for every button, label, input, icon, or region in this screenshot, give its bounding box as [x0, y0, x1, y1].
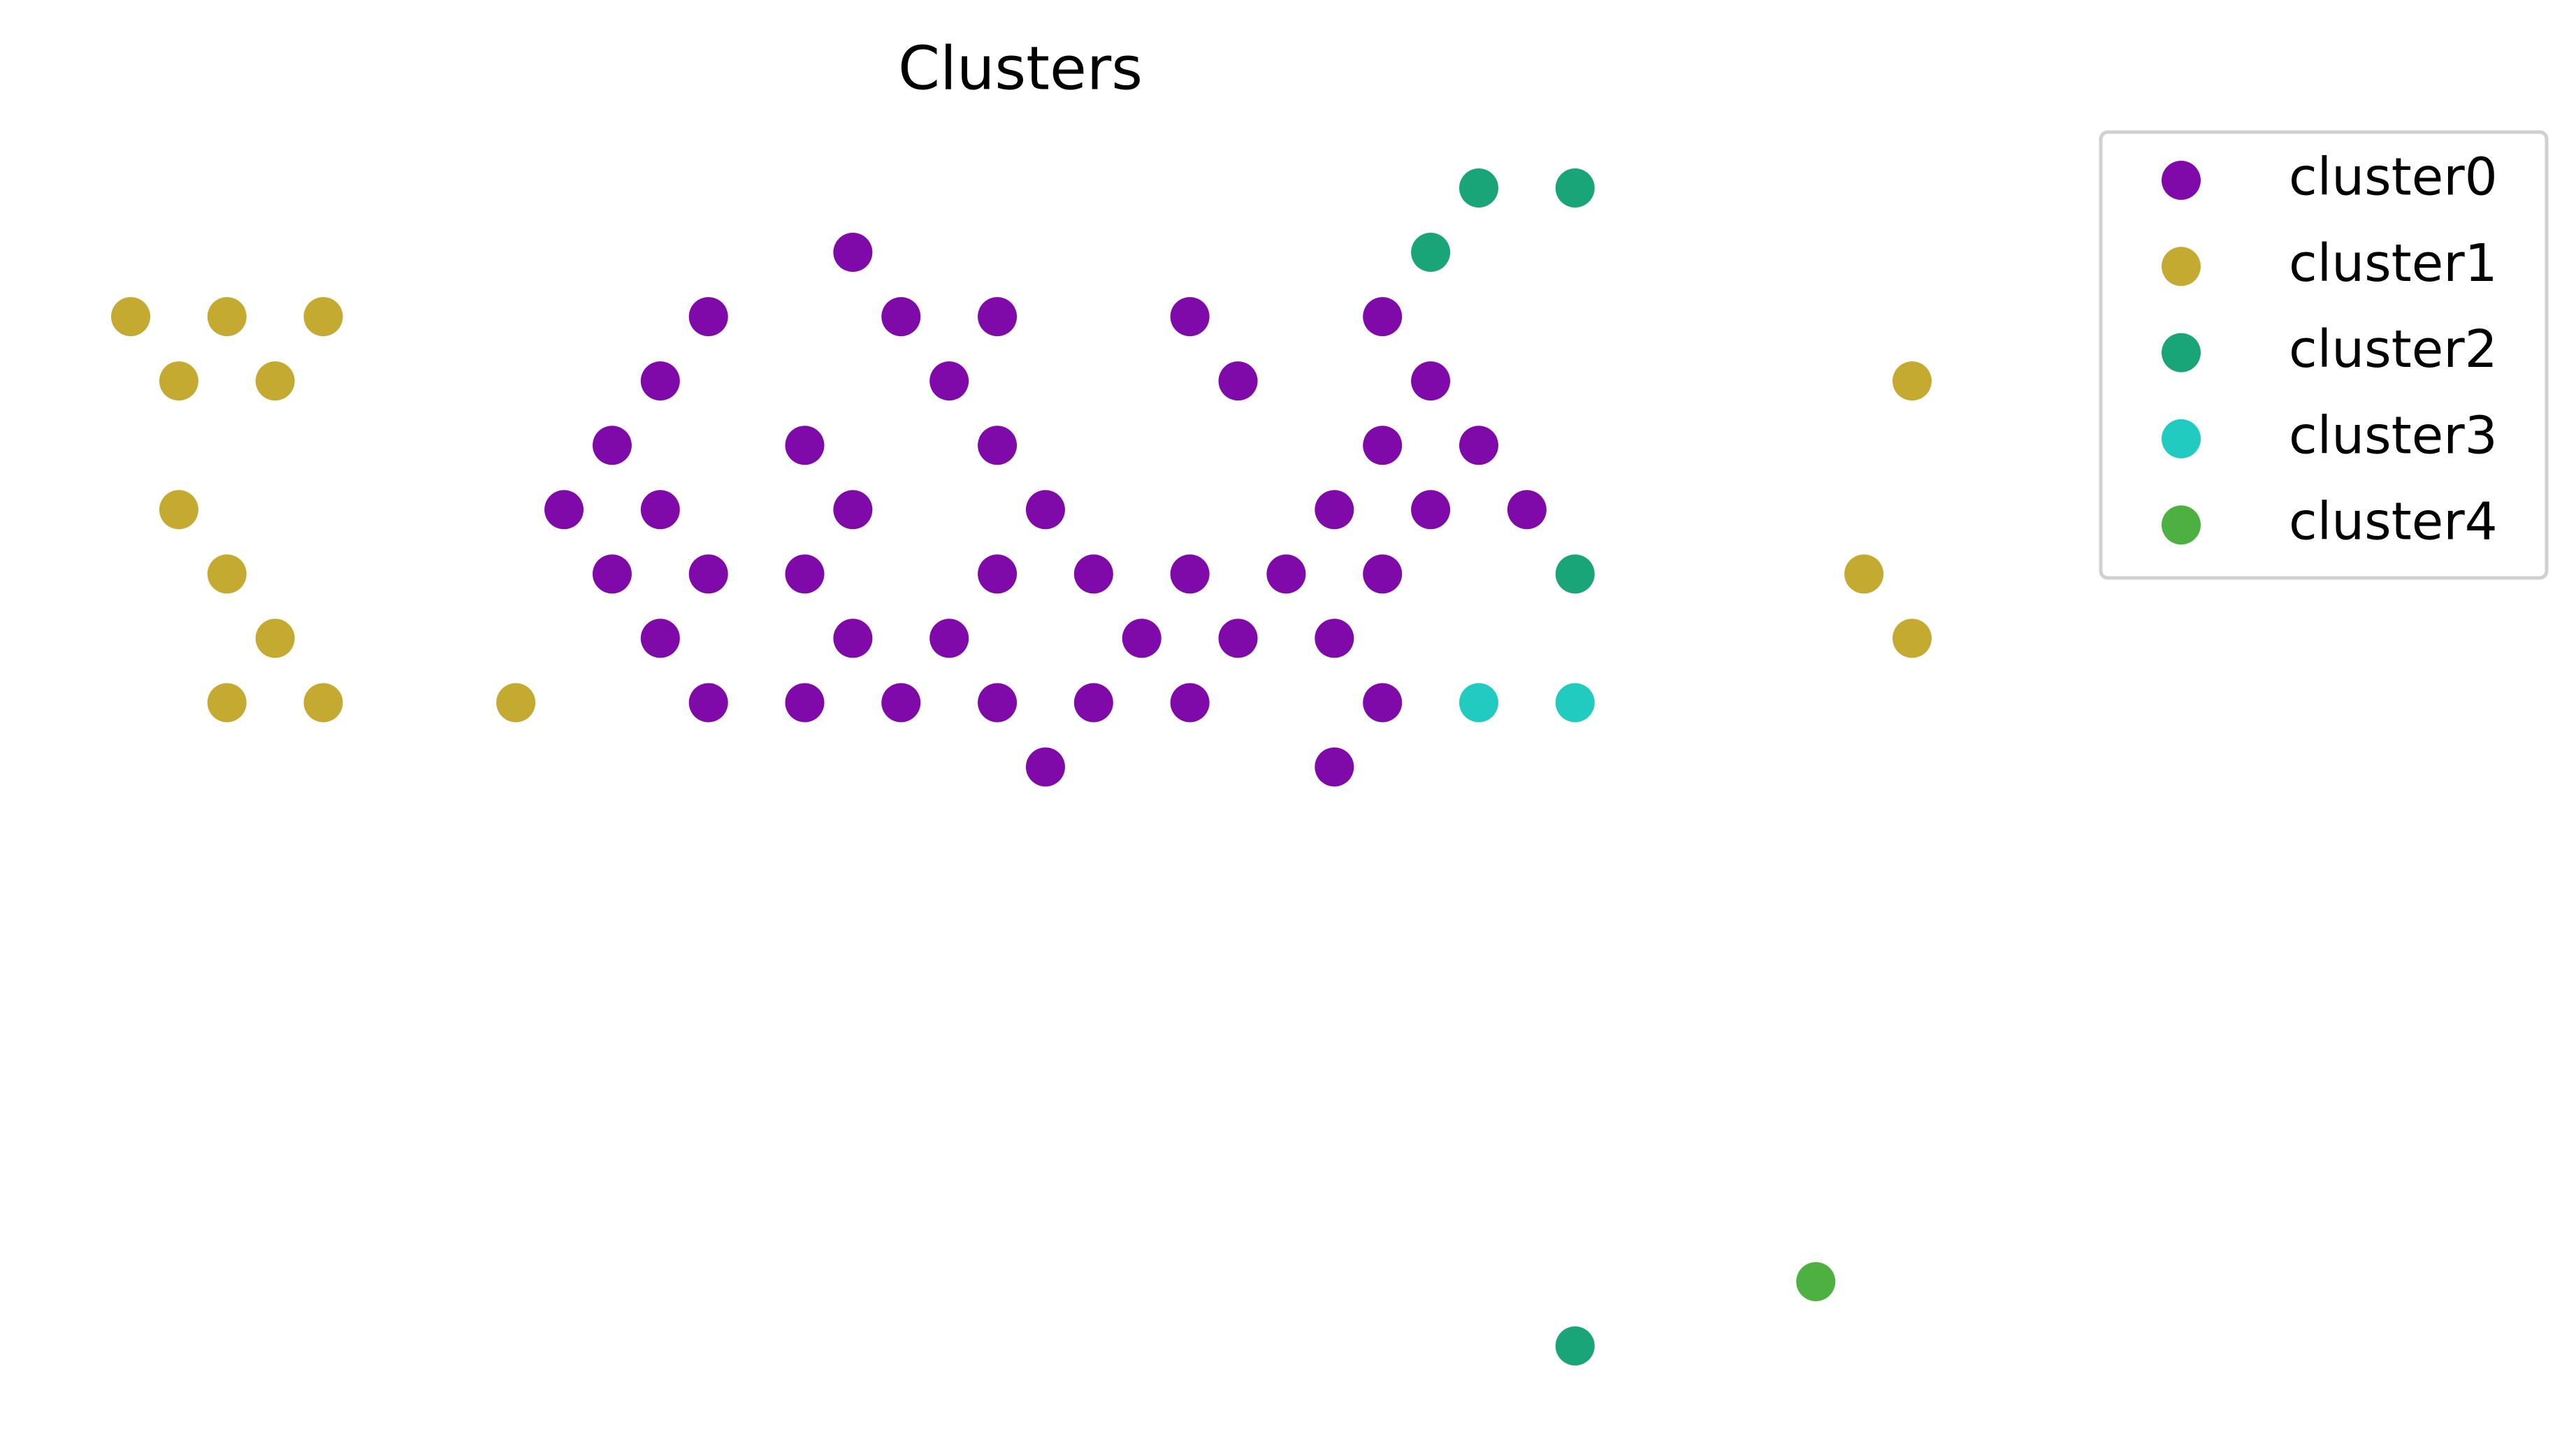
- point: [833, 618, 873, 658]
- legend-label: cluster3: [2289, 405, 2498, 465]
- legend-marker: [2162, 161, 2201, 200]
- point: [159, 490, 198, 530]
- point: [1411, 233, 1451, 273]
- point: [592, 554, 632, 594]
- point: [833, 233, 873, 273]
- chart-title: Clusters: [898, 34, 1143, 103]
- point: [207, 297, 247, 337]
- point: [1170, 554, 1210, 594]
- point: [255, 361, 295, 401]
- point: [881, 297, 921, 337]
- point: [544, 490, 584, 530]
- legend-box: [2099, 130, 2549, 580]
- legend-marker: [2162, 333, 2201, 372]
- point: [1555, 168, 1595, 208]
- point: [785, 683, 825, 723]
- point: [1363, 554, 1403, 594]
- point: [1218, 618, 1258, 658]
- point: [833, 490, 873, 530]
- legend-marker: [2162, 419, 2201, 458]
- point: [303, 683, 343, 723]
- point: [1122, 618, 1162, 658]
- point: [1555, 1326, 1595, 1366]
- legend-marker: [2162, 247, 2201, 287]
- point: [1025, 747, 1065, 787]
- point: [1025, 490, 1065, 530]
- point: [640, 490, 680, 530]
- point: [688, 554, 728, 594]
- point: [929, 361, 969, 401]
- point: [1363, 297, 1403, 337]
- point: [1893, 361, 1932, 401]
- point: [1315, 490, 1354, 530]
- point: [929, 618, 969, 658]
- legend-label: cluster1: [2289, 233, 2498, 294]
- point: [1507, 490, 1547, 530]
- point: [1555, 683, 1595, 723]
- point: [1459, 683, 1498, 723]
- legend-label: cluster2: [2289, 319, 2498, 379]
- point: [1315, 747, 1354, 787]
- point: [1073, 683, 1113, 723]
- point: [785, 426, 825, 465]
- point: [207, 554, 247, 594]
- point: [1363, 683, 1403, 723]
- point: [303, 297, 343, 337]
- point: [978, 554, 1018, 594]
- point: [640, 618, 680, 658]
- point: [1315, 618, 1354, 658]
- point: [1073, 554, 1113, 594]
- point: [592, 426, 632, 465]
- point: [1170, 297, 1210, 337]
- point: [978, 426, 1018, 465]
- point: [978, 683, 1018, 723]
- point: [688, 297, 728, 337]
- point: [1459, 168, 1498, 208]
- legend-label: cluster4: [2289, 492, 2498, 552]
- point: [1555, 554, 1595, 594]
- point: [111, 297, 150, 337]
- point: [1844, 554, 1884, 594]
- point: [1411, 361, 1451, 401]
- point: [255, 618, 295, 658]
- point: [688, 683, 728, 723]
- point: [881, 683, 921, 723]
- point: [1893, 618, 1932, 658]
- point: [207, 683, 247, 723]
- point: [1796, 1261, 1836, 1301]
- legend-label: cluster0: [2289, 147, 2498, 208]
- point: [785, 554, 825, 594]
- point: [1218, 361, 1258, 401]
- point: [1363, 426, 1403, 465]
- point: [496, 683, 536, 723]
- legend-marker: [2162, 505, 2201, 545]
- point: [1411, 490, 1451, 530]
- point: [159, 361, 198, 401]
- point: [978, 297, 1018, 337]
- point: [1170, 683, 1210, 723]
- point: [1459, 426, 1498, 465]
- point: [1266, 554, 1306, 594]
- point: [640, 361, 680, 401]
